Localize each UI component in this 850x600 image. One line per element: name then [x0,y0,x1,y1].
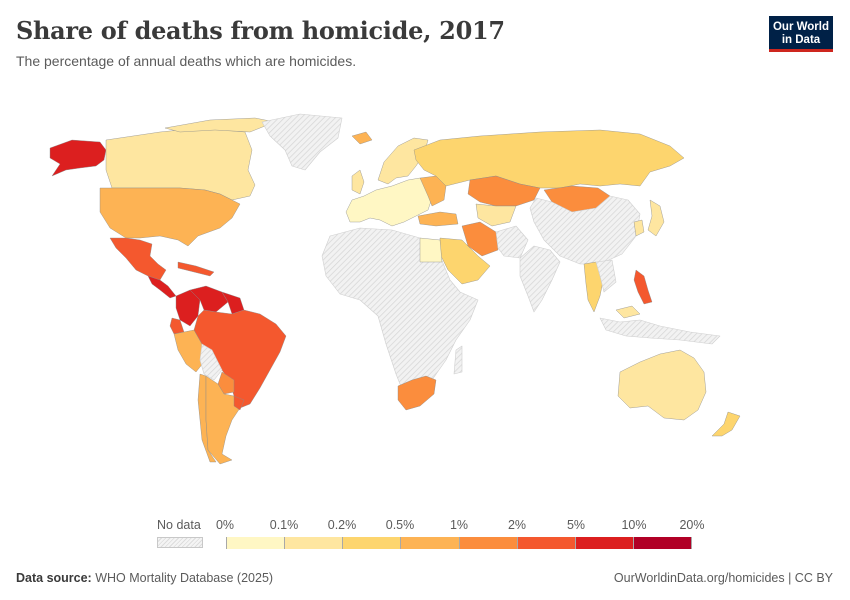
legend-bin[interactable] [517,537,576,549]
region-saudi-arabia[interactable] [439,237,491,285]
region-philippines[interactable] [633,269,653,305]
region-mexico[interactable] [109,237,167,281]
region-uk[interactable] [351,169,365,195]
owid-logo[interactable]: Our World in Data [769,16,833,52]
region-europe[interactable] [345,177,433,227]
legend-bin[interactable] [343,537,402,549]
region-indonesia[interactable] [599,317,721,345]
legend-tick-label: 20% [679,518,705,532]
region-bolivia[interactable] [199,343,223,381]
legend-bin[interactable] [459,537,518,549]
footer-link: OurWorldinData.org/homicides | CC BY [614,571,833,585]
region-madagascar[interactable] [453,345,463,375]
region-central-asia[interactable] [475,203,517,227]
region-india[interactable] [519,245,561,313]
region-malaysia[interactable] [615,305,641,319]
legend-bin[interactable] [226,537,286,549]
region-russia[interactable] [413,129,685,189]
region-united-states[interactable] [99,187,241,247]
data-source: Data source: WHO Mortality Database (202… [16,571,273,585]
legend-bin[interactable] [401,537,460,549]
legend-tick-label: 0.5% [385,518,415,532]
region-new-zealand[interactable] [711,411,741,437]
region-japan[interactable] [647,199,665,237]
region-central-america[interactable] [147,275,177,299]
region-venezuela[interactable] [189,285,229,313]
data-source-text: WHO Mortality Database (2025) [95,571,274,585]
legend-tick-label: 0.1% [269,518,299,532]
region-indochina[interactable] [595,259,617,293]
data-source-label: Data source: [16,571,92,585]
region-uruguay[interactable] [233,395,245,411]
legend-tick-label: 1% [449,518,469,532]
region-kazakhstan[interactable] [467,175,541,207]
logo-line-2: in Data [781,33,821,46]
legend-color-bar [226,537,692,549]
region-paraguay[interactable] [217,371,235,395]
region-argentina[interactable] [205,375,241,465]
region-caribbean[interactable] [177,261,215,277]
legend-tick-label: 10% [621,518,647,532]
source-link[interactable]: OurWorldinData.org/homicides | CC BY [613,571,833,585]
region-china[interactable] [529,195,641,265]
region-greenland[interactable] [261,113,343,171]
region-south-africa[interactable] [397,375,437,411]
chart-title: Share of deaths from homicide, 2017 [16,16,505,45]
legend-tick-label: 5% [566,518,586,532]
logo-line-1: Our World [772,21,829,33]
legend-tick-label: 0% [215,518,235,532]
legend-bin[interactable] [575,537,634,549]
region-alaska[interactable] [49,139,107,177]
chart-subtitle: The percentage of annual deaths which ar… [16,53,357,69]
region-australia[interactable] [617,349,707,421]
region-turkey[interactable] [417,211,459,227]
legend-no-data-swatch [157,537,203,548]
legend-tick-label: 0.2% [327,518,357,532]
region-south-asia-west[interactable] [495,225,529,259]
legend-bin[interactable] [633,537,692,549]
region-iceland[interactable] [351,131,373,145]
world-map [49,113,741,465]
region-korea[interactable] [633,219,645,237]
region-egypt[interactable] [419,237,443,263]
region-canada-islands[interactable] [164,117,276,133]
legend-no-data-label: No data [157,518,201,532]
legend-tick-label: 2% [507,518,527,532]
legend-bin[interactable] [285,537,344,549]
